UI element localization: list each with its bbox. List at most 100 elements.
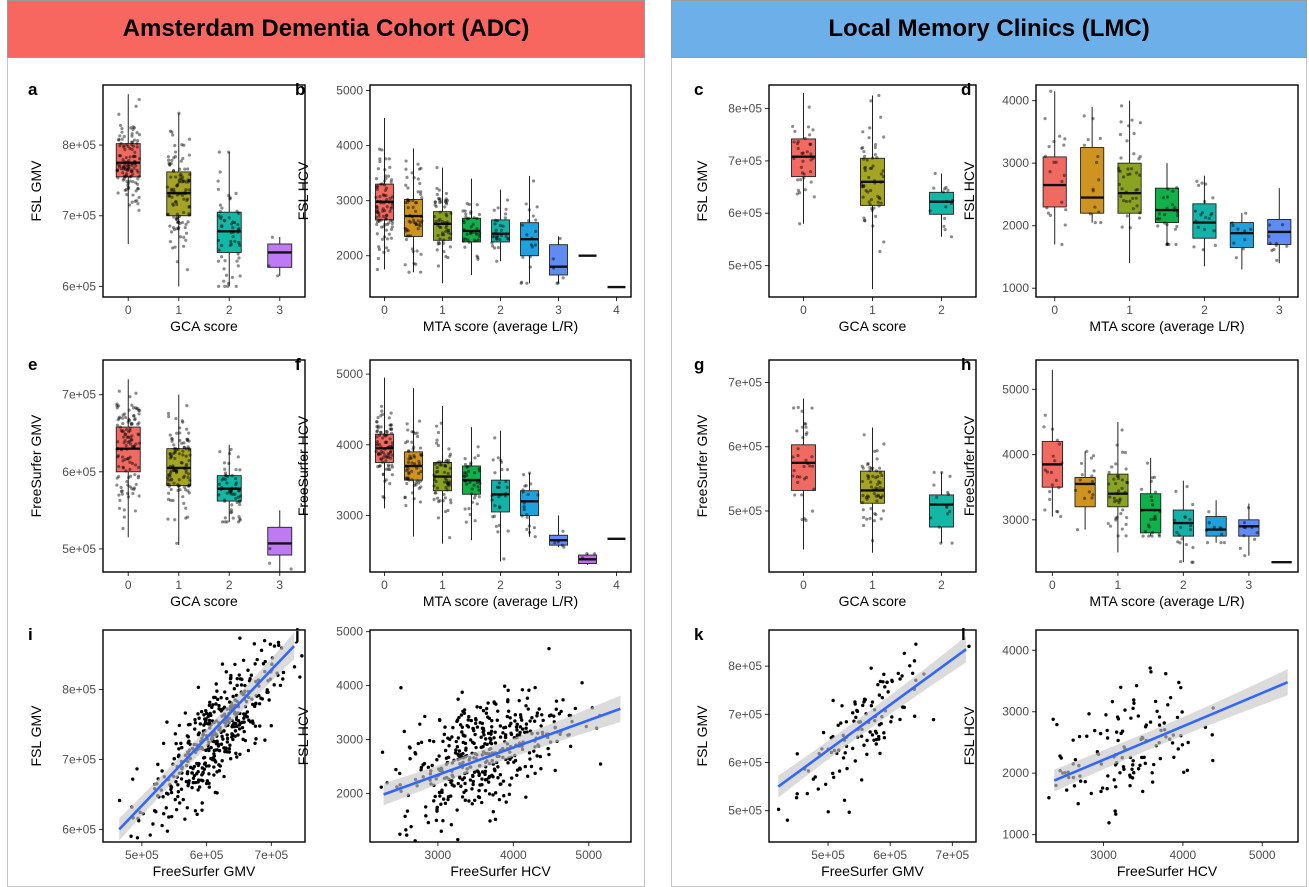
data-point: [439, 200, 443, 204]
data-point: [376, 210, 380, 214]
data-point: [186, 445, 190, 449]
data-point: [175, 193, 180, 197]
data-point: [119, 489, 123, 494]
data-point: [935, 495, 939, 499]
scatter-point: [261, 662, 266, 666]
data-point: [130, 132, 134, 136]
scatter-point: [462, 711, 467, 715]
data-point: [1062, 173, 1066, 177]
data-point: [504, 234, 508, 239]
scatter-point: [882, 736, 887, 740]
data-point: [415, 249, 419, 253]
data-point: [127, 164, 131, 168]
scatter-point: [509, 731, 513, 735]
data-point: [1062, 143, 1066, 147]
data-point: [875, 457, 879, 461]
scatter-point: [266, 690, 270, 694]
data-point: [945, 504, 949, 508]
data-point: [410, 469, 414, 474]
scatter-point: [473, 798, 477, 803]
data-point: [1043, 116, 1047, 121]
data-point: [470, 500, 475, 504]
data-point: [173, 456, 177, 461]
scatter-point: [174, 741, 178, 746]
data-point: [414, 222, 418, 226]
data-point: [445, 202, 449, 206]
data-point: [495, 259, 499, 263]
data-point: [170, 195, 174, 199]
panel-label-b: b: [295, 80, 305, 99]
scatter-point: [1106, 774, 1110, 778]
y-axis-title: FreeSurfer HCV: [961, 415, 977, 516]
data-point: [1124, 467, 1128, 471]
scatter-point: [1072, 784, 1077, 788]
data-point: [862, 216, 866, 220]
data-point: [1086, 138, 1090, 142]
data-point: [117, 165, 121, 169]
data-point: [499, 228, 504, 232]
data-point: [375, 439, 380, 444]
data-point: [132, 154, 136, 158]
data-point: [870, 208, 874, 212]
data-point: [115, 447, 119, 451]
data-point: [524, 202, 528, 206]
scatter-point: [524, 704, 528, 708]
scatter-point: [156, 762, 160, 767]
data-point: [943, 216, 947, 221]
data-point: [1205, 541, 1210, 545]
data-point: [499, 458, 503, 462]
data-point: [181, 244, 186, 248]
data-point: [131, 172, 135, 177]
data-point: [236, 252, 240, 256]
data-point: [403, 200, 407, 205]
data-point: [128, 427, 132, 431]
scatter-point: [259, 648, 264, 653]
data-point: [472, 471, 477, 475]
scatter-point: [869, 666, 873, 670]
data-point: [470, 487, 474, 491]
data-point: [448, 480, 452, 484]
data-point: [419, 453, 424, 457]
data-point: [405, 422, 409, 426]
scatter-point: [520, 727, 525, 731]
data-point: [872, 519, 877, 523]
data-point: [1184, 542, 1189, 547]
scatter-point: [215, 689, 219, 693]
data-point: [796, 405, 800, 410]
data-point: [137, 433, 141, 437]
y-tick-label: 7e+05: [728, 707, 762, 721]
regression-line: [1053, 681, 1289, 782]
data-point: [237, 256, 241, 260]
data-point: [868, 516, 872, 520]
data-point: [1091, 493, 1095, 497]
scatter-point: [1099, 789, 1103, 794]
scatter-point: [873, 729, 878, 733]
scatter-point: [1132, 771, 1136, 775]
data-point: [171, 246, 175, 250]
data-point: [868, 468, 872, 473]
scatter-point: [475, 725, 480, 729]
data-point: [1243, 526, 1247, 530]
data-point: [374, 449, 378, 454]
y-tick-label: 4000: [336, 139, 363, 153]
data-point: [186, 437, 190, 442]
scatter-point: [513, 713, 518, 717]
scatter-point: [253, 662, 257, 666]
data-point: [1051, 454, 1055, 458]
scatter-point: [467, 714, 471, 719]
data-point: [120, 126, 124, 131]
scatter-point: [248, 676, 252, 681]
data-point: [231, 492, 235, 496]
scatter-point: [1076, 802, 1080, 806]
data-point: [135, 182, 140, 186]
data-point: [236, 230, 240, 234]
box-d-1: [1080, 106, 1105, 225]
scatter-point: [254, 701, 258, 706]
scatter-point: [241, 658, 246, 663]
data-point: [472, 216, 476, 220]
data-point: [872, 179, 877, 183]
data-point: [183, 488, 188, 492]
data-point: [116, 176, 120, 180]
data-point: [1043, 413, 1047, 417]
